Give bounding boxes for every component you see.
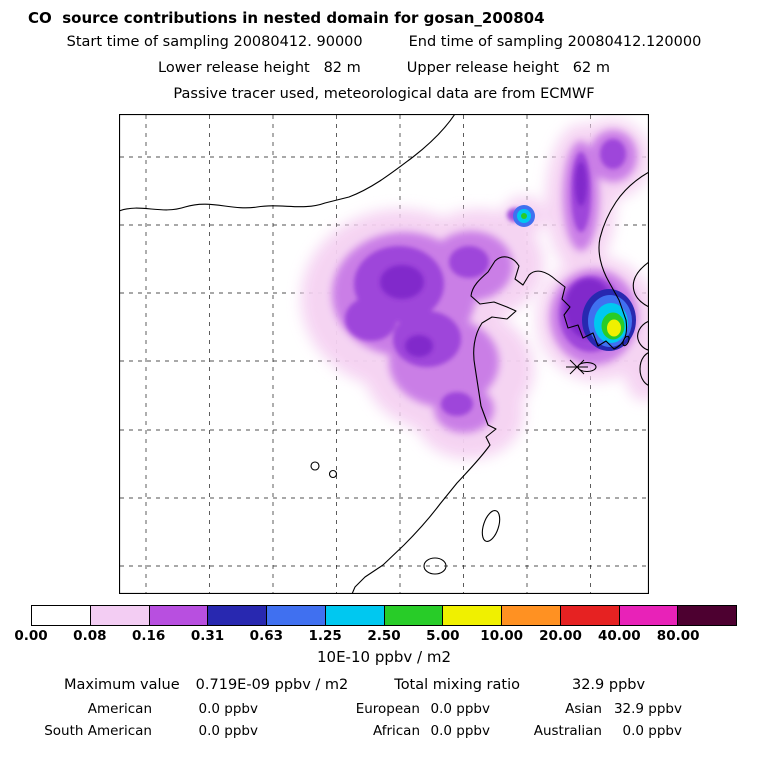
map-panel: [119, 114, 649, 594]
region-value: 32.9 ppbv: [613, 701, 682, 717]
colorbar-cell: [32, 606, 90, 625]
colorbar-cell: [207, 606, 266, 625]
colorbar-tick-label: 0.16: [132, 628, 166, 644]
colorbar-tick-label: 5.00: [426, 628, 460, 644]
region-label: South American: [44, 723, 152, 739]
colorbar-cell: [677, 606, 736, 625]
total-mixing-ratio-label: Total mixing ratio: [394, 677, 520, 693]
colorbar-tick-label: 0.00: [14, 628, 48, 644]
start-time-text: Start time of sampling 20080412. 90000: [66, 34, 363, 50]
region-value: 0.0 ppbv: [430, 701, 490, 717]
tracer-note-line: Passive tracer used, meteorological data…: [173, 86, 595, 102]
region-label: European: [355, 701, 420, 717]
korea-hotspot: [582, 289, 636, 351]
colorbar-cell: [501, 606, 560, 625]
colorbar-panel: 0.00 0.08 0.16 0.31 0.63 1.25 2.50 5.00 10.00 20.…: [14, 605, 737, 666]
lower-release-text: Lower release height 82 m: [158, 60, 361, 76]
japan-coast-lower: [637, 320, 649, 351]
colorbar-cell: [559, 606, 619, 625]
colorbar-tick-label: 80.00: [656, 628, 700, 644]
kyushu-island: [639, 351, 649, 387]
colorbar-tick-label: 10.00: [480, 628, 524, 644]
region-value: 0.0 ppbv: [622, 723, 682, 739]
region-value: 0.0 ppbv: [198, 701, 258, 717]
colorbar-tick-label: 0.63: [249, 628, 283, 644]
colorbar-tick-label: 20.00: [539, 628, 582, 644]
hainan-island: [423, 557, 447, 575]
region-label: American: [87, 701, 152, 717]
contributions-table: American 0.0 ppbv European 0.0 ppbv Asia…: [0, 698, 768, 742]
gosan-station-marker: [566, 359, 588, 375]
japan-coast-upper: [632, 261, 649, 308]
colorbar-cell: [89, 606, 149, 625]
lake-outline-1: [310, 461, 320, 471]
colorbar-cell: [442, 606, 501, 625]
colorbar-ticks: 0.00 0.08 0.16 0.31 0.63 1.25 2.50 5.00 10.00 20.…: [14, 626, 737, 645]
colorbar-tick-label: 0.31: [190, 628, 225, 644]
map-border: [119, 114, 649, 594]
region-label: Asian: [565, 701, 602, 717]
colorbar-tick-label: 0.08: [73, 628, 107, 644]
colorbar: [31, 605, 737, 626]
total-mixing-ratio-value: 32.9 ppbv: [571, 677, 646, 693]
sampling-times-line: Start time of sampling 20080412. 90000 E…: [0, 29, 768, 55]
region-label: Australian: [533, 723, 602, 739]
maximum-value: 0.719E-09 ppbv / m2: [195, 677, 349, 693]
colorbar-cell: [383, 606, 443, 625]
colorbar-tick-label: 2.50: [367, 628, 401, 644]
coastlines: [119, 114, 649, 594]
region-label: African: [372, 723, 420, 739]
region-value: 0.0 ppbv: [198, 723, 258, 739]
maximum-label: Maximum value: [64, 677, 180, 693]
colorbar-tick-label: 40.00: [597, 628, 641, 644]
colorbar-cell: [618, 606, 678, 625]
colorbar-tick-label: 1.25: [308, 628, 342, 644]
upper-release-text: Upper release height 62 m: [406, 60, 610, 76]
region-value: 0.0 ppbv: [430, 723, 490, 739]
lake-outline-2: [328, 469, 338, 479]
secondary-hotspot: [513, 205, 535, 227]
taiwan-island: [481, 510, 501, 542]
colorbar-units: 10E-10 ppbv / m2: [316, 648, 452, 666]
colorbar-cell: [324, 606, 384, 625]
concentration-map: [119, 114, 649, 594]
colorbar-cell: [266, 606, 325, 625]
release-heights-line: Lower release height 82 m Upper release …: [0, 55, 768, 81]
continent-korea-coastline: [351, 171, 649, 594]
plot-title: CO source contributions in nested domain…: [28, 9, 545, 27]
northern-border-line: [119, 114, 456, 212]
stats-line: Maximum value 0.719E-09 ppbv / m2 Total …: [0, 677, 768, 693]
end-time-text: End time of sampling 20080412.120000: [408, 34, 702, 50]
colorbar-cell: [148, 606, 208, 625]
tsushima-island: [622, 335, 630, 347]
